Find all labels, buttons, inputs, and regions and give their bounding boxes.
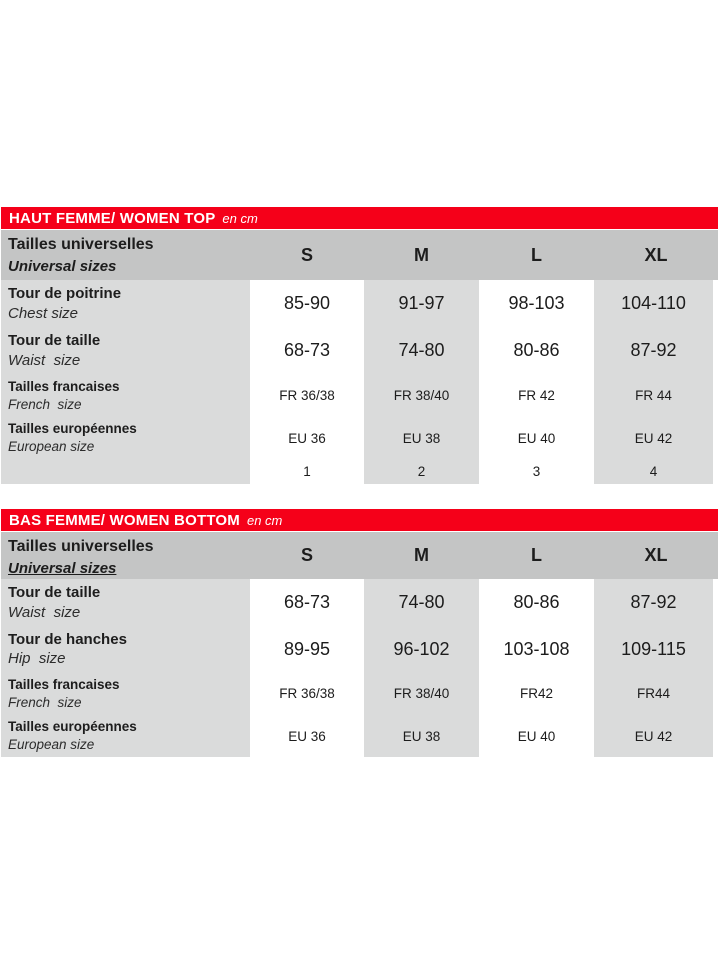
row-label: Tour de poitrine Chest size: [1, 280, 250, 327]
value-cell: FR42: [479, 672, 594, 715]
value-cell: 87-92: [594, 579, 718, 626]
value-cell: 89-95: [250, 626, 364, 672]
row-label: Tailles européennes European size: [1, 417, 250, 459]
table-row-french-size: Tailles francaises French size FR 36/38 …: [1, 374, 718, 417]
value-cell: 109-115: [594, 626, 718, 672]
size-header-row: Tailles universelles Universal sizes S M…: [1, 230, 718, 280]
value-cell: EU 40: [479, 715, 594, 757]
value-cell: 85-90: [250, 280, 364, 327]
value-cell: EU 38: [364, 715, 479, 757]
size-number: 2: [364, 459, 479, 484]
size-header-row: Tailles universelles Universal sizes S M…: [1, 532, 718, 579]
value-cell: 98-103: [479, 280, 594, 327]
size-col-l: L: [531, 545, 542, 565]
table-unit-label: en cm: [246, 512, 283, 528]
size-col-s: S: [300, 244, 313, 265]
size-number: 4: [594, 459, 718, 484]
row-label-fr: Tour de poitrine: [8, 285, 122, 303]
table-header-bar: HAUT FEMME/ WOMEN TOP en cm: [1, 207, 718, 229]
table-title: BAS FEMME/ WOMEN BOTTOM: [9, 511, 240, 529]
table-row-chest: Tour de poitrine Chest size 85-90 91-97 …: [1, 280, 718, 327]
table-row-waist: Tour de taille Waist size 68-73 74-80 80…: [1, 579, 718, 626]
value-cell: EU 36: [250, 715, 364, 757]
size-col-xl: XL: [644, 244, 668, 265]
women-bottom-table: BAS FEMME/ WOMEN BOTTOM en cm Tailles un…: [1, 509, 718, 757]
value-cell: 74-80: [364, 327, 479, 374]
size-col-s: S: [300, 545, 313, 565]
row-label-fr: Tour de hanches: [8, 630, 127, 648]
universal-sizes-en: Universal sizes: [8, 560, 117, 577]
row-label: Tailles francaises French size: [1, 374, 250, 417]
table-row-hip: Tour de hanches Hip size 89-95 96-102 10…: [1, 626, 718, 672]
row-label-fr: Tour de taille: [8, 332, 101, 350]
table-row-size-numbers: 1 2 3 4: [1, 459, 718, 484]
size-col-m: M: [414, 545, 429, 565]
row-label-en: French size: [8, 694, 82, 710]
row-label: Tour de taille Waist size: [1, 579, 250, 626]
value-cell: 91-97: [364, 280, 479, 327]
value-cell: FR 36/38: [250, 374, 364, 417]
row-label: Tailles européennes European size: [1, 715, 250, 757]
value-cell: EU 42: [594, 715, 718, 757]
size-number: 3: [479, 459, 594, 484]
row-label-en: European size: [8, 439, 95, 454]
value-cell: 96-102: [364, 626, 479, 672]
value-cell: EU 42: [594, 417, 718, 459]
row-label-en: Waist size: [8, 351, 81, 369]
value-cell: FR 44: [594, 374, 718, 417]
value-cell: FR 38/40: [364, 672, 479, 715]
value-cell: FR 36/38: [250, 672, 364, 715]
universal-sizes-fr: Tailles universelles: [8, 236, 154, 253]
row-label-fr: Tailles européennes: [8, 421, 137, 437]
row-label-empty: [1, 459, 250, 484]
row-label: Tailles francaises French size: [1, 672, 250, 715]
row-label: Tour de taille Waist size: [1, 327, 250, 374]
size-col-l: L: [531, 244, 542, 265]
row-label-en: Hip size: [8, 650, 66, 667]
value-cell: 80-86: [479, 579, 594, 626]
value-cell: 104-110: [594, 280, 718, 327]
row-label-en: European size: [8, 737, 95, 752]
women-top-table: HAUT FEMME/ WOMEN TOP en cm Tailles univ…: [1, 207, 718, 484]
value-cell: 68-73: [250, 579, 364, 626]
size-number: 1: [250, 459, 364, 484]
value-cell: EU 38: [364, 417, 479, 459]
value-cell: 87-92: [594, 327, 718, 374]
universal-sizes-label: Tailles universelles Universal sizes: [1, 532, 250, 579]
table-unit-label: en cm: [222, 210, 258, 226]
table-row-european-size: Tailles européennes European size EU 36 …: [1, 715, 718, 757]
row-label-fr: Tailles francaises: [8, 676, 120, 692]
row-label: Tour de hanches Hip size: [1, 626, 250, 672]
value-cell: FR44: [594, 672, 718, 715]
size-col-xl: XL: [644, 545, 668, 565]
table-row-french-size: Tailles francaises French size FR 36/38 …: [1, 672, 718, 715]
row-label-fr: Tailles européennes: [8, 719, 137, 735]
universal-sizes-en: Universal sizes: [8, 258, 117, 275]
value-cell: 80-86: [479, 327, 594, 374]
table-row-waist: Tour de taille Waist size 68-73 74-80 80…: [1, 327, 718, 374]
table-header-bar: BAS FEMME/ WOMEN BOTTOM en cm: [1, 509, 718, 531]
value-cell: 68-73: [250, 327, 364, 374]
row-label-fr: Tour de taille: [8, 584, 101, 602]
value-cell: FR 38/40: [364, 374, 479, 417]
table-row-european-size: Tailles européennes European size EU 36 …: [1, 417, 718, 459]
value-cell: 103-108: [479, 626, 594, 672]
row-label-en: Chest size: [8, 304, 79, 322]
universal-sizes-fr: Tailles universelles: [8, 538, 154, 555]
row-label-fr: Tailles francaises: [8, 378, 120, 394]
value-cell: FR 42: [479, 374, 594, 417]
size-tables: HAUT FEMME/ WOMEN TOP en cm Tailles univ…: [1, 207, 718, 757]
value-cell: EU 40: [479, 417, 594, 459]
value-cell: 74-80: [364, 579, 479, 626]
table-title: HAUT FEMME/ WOMEN TOP: [9, 209, 216, 227]
row-label-en: French size: [8, 396, 82, 412]
row-label-en: Waist size: [8, 603, 81, 621]
universal-sizes-label: Tailles universelles Universal sizes: [1, 230, 250, 280]
value-cell: EU 36: [250, 417, 364, 459]
size-col-m: M: [414, 244, 429, 265]
